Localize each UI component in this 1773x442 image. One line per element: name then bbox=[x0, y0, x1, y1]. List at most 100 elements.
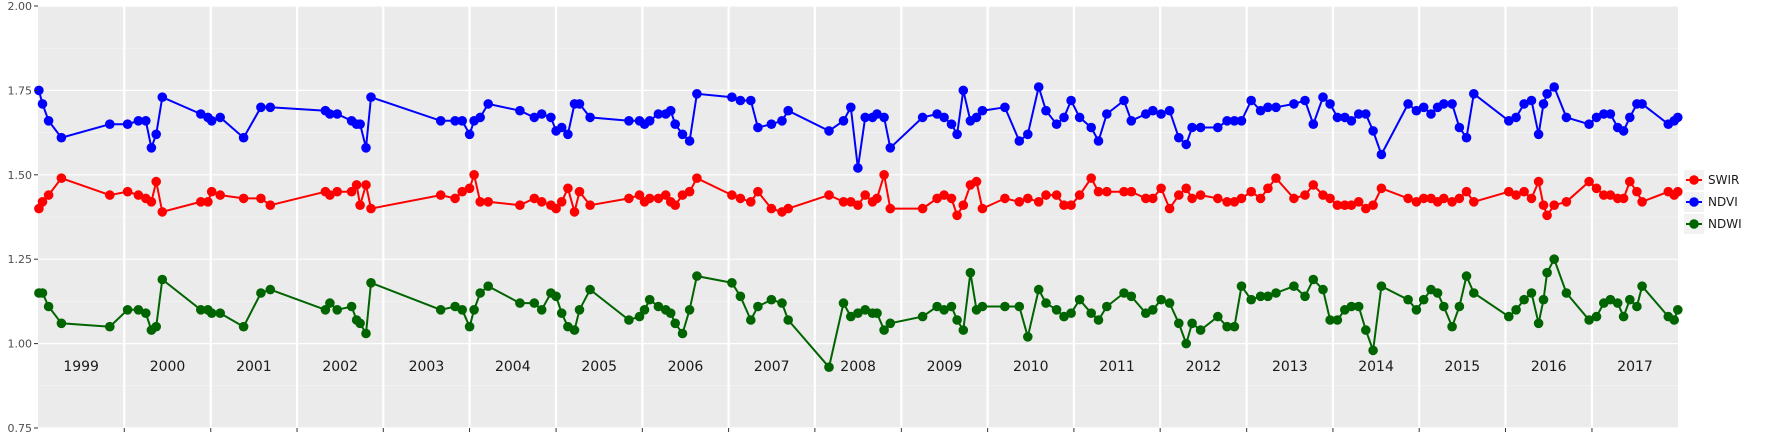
ndvi-point bbox=[366, 92, 376, 102]
series-layer bbox=[34, 82, 1683, 373]
ndvi-point bbox=[536, 109, 547, 119]
ndwi-point bbox=[325, 298, 335, 308]
ndvi-point bbox=[665, 105, 676, 116]
ndwi-point bbox=[157, 274, 168, 285]
swir-point bbox=[1439, 193, 1449, 204]
ndwi-point bbox=[677, 328, 688, 339]
swir-point bbox=[1308, 180, 1319, 190]
ndvi-point bbox=[1195, 122, 1206, 133]
swir-point bbox=[1289, 193, 1299, 204]
swir-point bbox=[1229, 197, 1240, 207]
ndwi-point bbox=[958, 325, 969, 335]
ndvi-point bbox=[1469, 89, 1479, 99]
ndwi-point bbox=[1618, 311, 1629, 322]
swir-point bbox=[556, 197, 567, 207]
ndvi-point bbox=[1346, 116, 1357, 126]
swir-point bbox=[885, 203, 896, 214]
swir-point bbox=[1637, 197, 1647, 207]
ndwi-point bbox=[1066, 308, 1076, 319]
ndwi-point bbox=[1023, 332, 1033, 342]
ndvi-point bbox=[753, 122, 763, 133]
ndvi-point bbox=[860, 112, 870, 123]
ndwi-point bbox=[1432, 288, 1443, 298]
ndvi-point bbox=[34, 85, 44, 96]
ndwi-point bbox=[746, 315, 756, 325]
ndvi-point bbox=[1403, 99, 1413, 109]
ndvi-point bbox=[1426, 109, 1436, 119]
swir-point bbox=[435, 190, 446, 200]
ndvi-point bbox=[546, 112, 556, 123]
ndvi-point bbox=[529, 112, 540, 123]
ndvi-point bbox=[1511, 112, 1521, 123]
swir-point bbox=[551, 203, 561, 214]
ndwi-point bbox=[215, 308, 225, 319]
ndvi-point bbox=[1222, 116, 1232, 126]
swir-point bbox=[1246, 186, 1256, 197]
swir-point bbox=[634, 190, 645, 200]
ndvi-point bbox=[151, 129, 161, 140]
ndwi-point bbox=[1325, 315, 1335, 325]
swir-point bbox=[215, 190, 225, 200]
ndvi-point bbox=[677, 129, 688, 140]
y-tick-label: 1.25 bbox=[8, 253, 33, 266]
year-label-2006: 2006 bbox=[668, 359, 704, 375]
ndvi-point bbox=[1538, 99, 1549, 109]
swir-point bbox=[1584, 176, 1594, 187]
ndwi-point bbox=[464, 321, 475, 332]
ndvi-point bbox=[1255, 105, 1266, 116]
ndvi-point bbox=[971, 112, 982, 123]
swir-point bbox=[1361, 203, 1371, 214]
swir-point bbox=[1213, 193, 1223, 204]
swir-point bbox=[977, 203, 988, 214]
ndvi-point bbox=[1051, 119, 1062, 129]
ndvi-point bbox=[977, 105, 988, 116]
ndwi-point bbox=[585, 284, 595, 295]
ndwi-point bbox=[824, 362, 834, 373]
ndwi-point bbox=[977, 301, 988, 312]
swir-point bbox=[361, 180, 371, 190]
ndvi-point bbox=[1461, 132, 1472, 143]
ndwi-point bbox=[435, 305, 446, 315]
ndvi-point bbox=[853, 163, 863, 173]
ndwi-point bbox=[853, 308, 863, 319]
ndwi-point bbox=[1361, 325, 1371, 335]
ndwi-point bbox=[917, 311, 928, 322]
year-label-2000: 2000 bbox=[150, 359, 186, 375]
ndvi-point bbox=[766, 119, 777, 129]
ndvi-point bbox=[574, 99, 585, 109]
ndvi-point bbox=[1289, 99, 1299, 109]
ndvi-point bbox=[265, 102, 276, 113]
ndvi-point bbox=[450, 116, 460, 126]
swir-point bbox=[469, 170, 479, 180]
ndvi-point bbox=[133, 116, 144, 126]
ndwi-point bbox=[556, 308, 567, 319]
year-label-2004: 2004 bbox=[495, 359, 531, 375]
swir-point bbox=[1533, 176, 1544, 187]
swir-point bbox=[483, 197, 494, 207]
ndvi-point bbox=[872, 109, 882, 119]
ndvi-point bbox=[1126, 116, 1137, 126]
swir-point bbox=[1591, 183, 1602, 194]
ndwi-point bbox=[141, 308, 151, 319]
ndvi-point bbox=[105, 119, 115, 129]
swir-point bbox=[457, 186, 468, 197]
swir-point bbox=[1549, 200, 1559, 210]
ndvi-point bbox=[624, 116, 634, 126]
y-axis: 0.75 1.00 1.25 1.50 1.75 2.00 bbox=[8, 0, 38, 435]
swir-point bbox=[1411, 197, 1422, 207]
legend-item-ndvi: NDVI bbox=[1684, 192, 1738, 212]
swir-point bbox=[838, 197, 849, 207]
swir-point bbox=[1066, 200, 1076, 210]
ndwi-point bbox=[1246, 294, 1256, 305]
ndwi-point bbox=[634, 311, 645, 322]
ndwi-point bbox=[1376, 281, 1387, 292]
ndwi-point bbox=[1195, 325, 1206, 335]
year-label-2017: 2017 bbox=[1617, 359, 1653, 375]
ndvi-point bbox=[1599, 109, 1609, 119]
swir-point bbox=[1300, 190, 1310, 200]
ndwi-point bbox=[885, 318, 896, 329]
ndvi-point bbox=[1086, 122, 1096, 133]
ndwi-point bbox=[1403, 294, 1413, 305]
swir-point bbox=[585, 200, 595, 210]
ndwi-point bbox=[574, 305, 585, 315]
